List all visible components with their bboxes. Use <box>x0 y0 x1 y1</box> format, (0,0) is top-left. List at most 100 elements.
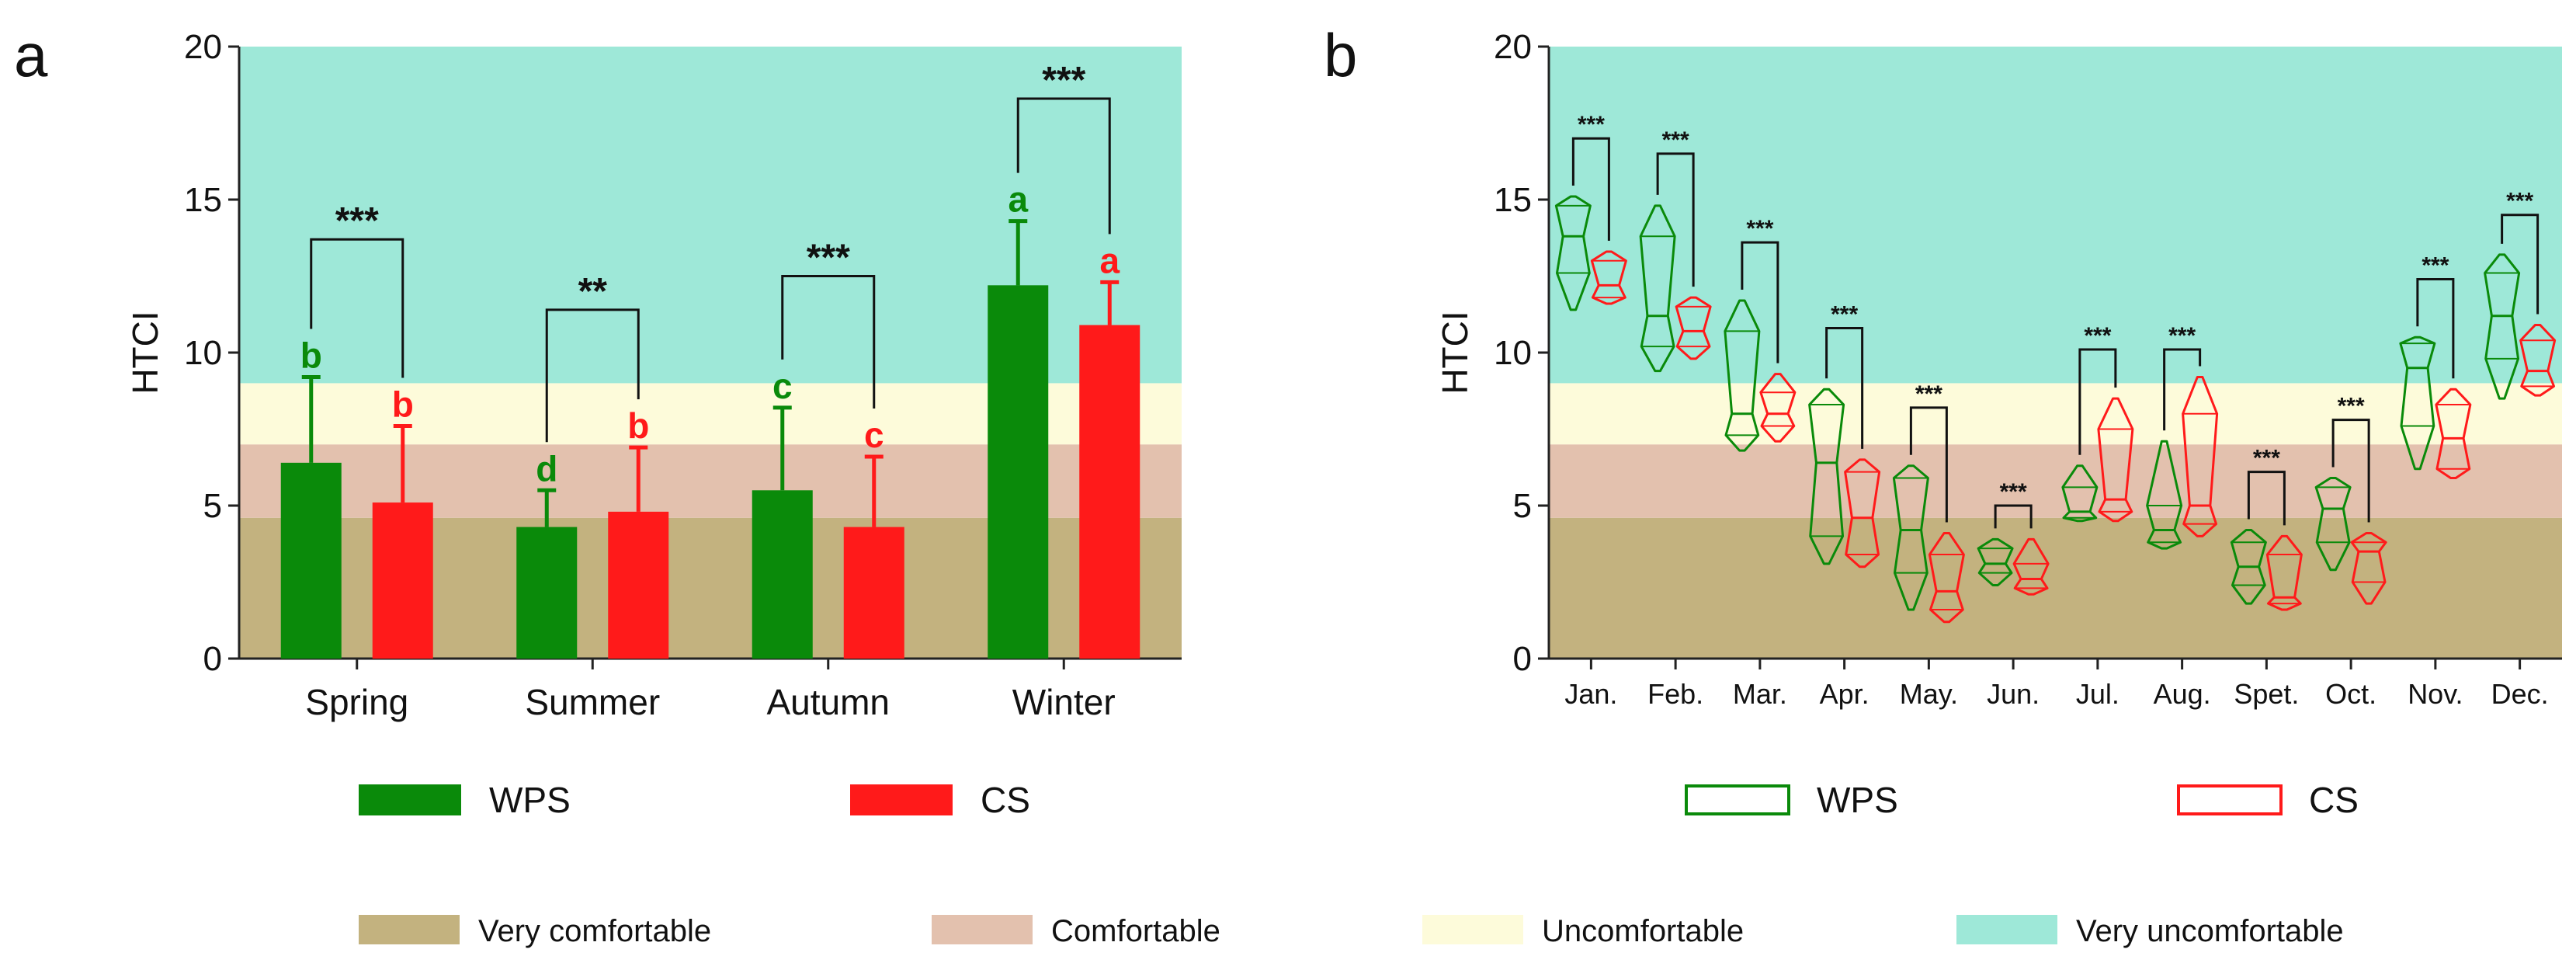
significance-stars: *** <box>1915 381 1942 407</box>
violin-cs <box>2350 531 2387 605</box>
violin-wps <box>2061 464 2099 523</box>
legend-label: WPS <box>1817 780 1898 820</box>
significance-stars: *** <box>1662 127 1689 153</box>
legend-label: WPS <box>489 780 571 820</box>
group-letter: a <box>1008 179 1028 220</box>
y-tick-label: 10 <box>184 334 222 372</box>
bar-wps <box>516 527 578 659</box>
y-axis-label: HTCI <box>125 311 165 394</box>
significance-stars: *** <box>2422 252 2449 278</box>
comfort-swatch-4 <box>1956 915 2057 944</box>
legend-label: CS <box>981 780 1030 820</box>
comfort-legend: Very comfortable Comfortable Uncomfortable… <box>359 914 2344 948</box>
x-tick-label: May. <box>1900 678 1958 710</box>
group-letter: b <box>627 405 649 446</box>
significance-bracket <box>2247 471 2286 526</box>
x-tick-label: Winter <box>1012 682 1116 722</box>
significance-stars: *** <box>2084 323 2111 349</box>
group-letter: c <box>772 366 793 406</box>
group-letter: d <box>536 448 557 488</box>
comfort-label: Very comfortable <box>478 914 711 948</box>
violin-cs <box>1844 458 1881 568</box>
legend-swatch-cs <box>850 784 953 815</box>
x-tick-label: Oct. <box>2325 678 2376 710</box>
significance-stars: *** <box>2338 394 2365 419</box>
comfort-swatch-1 <box>359 915 460 944</box>
legend-label: CS <box>2309 780 2359 820</box>
legend-swatch-wps <box>359 784 461 815</box>
significance-stars: *** <box>1042 60 1085 101</box>
x-tick-label: Mar. <box>1733 678 1787 710</box>
violin-cs <box>1675 296 1712 360</box>
y-tick-label: 20 <box>1494 28 1532 66</box>
x-tick-label: Spring <box>305 682 408 722</box>
y-tick-label: 15 <box>1494 181 1532 219</box>
comfort-swatch-3 <box>1422 915 1523 944</box>
y-tick-label: 20 <box>184 28 222 66</box>
violin-wps <box>1892 464 1929 611</box>
significance-bracket <box>310 238 404 378</box>
x-tick-label: Jun. <box>1987 678 2040 710</box>
significance-bracket <box>1741 241 1779 363</box>
significance-bracket <box>1994 504 2033 529</box>
panel-a-series-legend: WPS CS <box>359 780 1030 820</box>
significance-bracket <box>545 308 640 443</box>
significance-stars: *** <box>2506 189 2533 214</box>
significance-bracket <box>781 275 876 409</box>
violin-cs <box>1590 250 1627 305</box>
significance-stars: *** <box>807 238 850 279</box>
violin-wps <box>1554 195 1592 311</box>
y-tick-label: 15 <box>184 181 222 219</box>
violin-cs <box>2265 534 2303 611</box>
significance-bracket <box>1656 152 1695 287</box>
comfort-band-2 <box>1549 444 2562 518</box>
significance-stars: *** <box>2253 446 2280 471</box>
bar-cs <box>1079 325 1140 659</box>
violin-cs <box>2012 537 2050 596</box>
x-tick-label: Aug. <box>2154 678 2211 710</box>
x-tick-label: Apr. <box>1820 678 1870 710</box>
violin-wps <box>2484 253 2521 400</box>
significance-stars: *** <box>335 200 379 242</box>
violin-cs <box>2519 324 2557 397</box>
significance-bracket <box>1909 406 1948 523</box>
bar-cs <box>608 511 669 659</box>
violin-cs <box>2435 388 2472 480</box>
significance-bracket <box>2078 348 2117 455</box>
violin-wps <box>1639 204 1676 373</box>
comfort-label: Uncomfortable <box>1542 914 1744 948</box>
comfort-band-4 <box>1549 47 2562 384</box>
violin-cs <box>1928 531 1965 624</box>
x-tick-label: Feb. <box>1647 678 1703 710</box>
comfort-band-3 <box>1549 383 2562 445</box>
x-tick-label: Spet. <box>2234 678 2299 710</box>
x-tick-label: Summer <box>525 682 660 722</box>
group-letter: c <box>864 415 884 455</box>
y-tick-label: 5 <box>203 487 222 525</box>
panel-label: a <box>14 21 48 89</box>
significance-bracket <box>2331 419 2370 523</box>
significance-stars: *** <box>1578 112 1605 137</box>
significance-bracket <box>2416 277 2455 379</box>
y-tick-label: 10 <box>1494 334 1532 372</box>
violin-wps <box>1724 299 1761 452</box>
y-tick-label: 0 <box>203 640 222 678</box>
violin-wps <box>2230 529 2267 605</box>
violin-cs <box>2182 376 2219 537</box>
comfort-label: Very uncomfortable <box>2076 914 2344 948</box>
x-tick-label: Jul. <box>2076 678 2119 710</box>
significance-stars: *** <box>1746 216 1773 242</box>
bar-cs <box>843 527 904 659</box>
significance-stars: ** <box>578 271 608 312</box>
group-letter: a <box>1099 240 1120 280</box>
significance-bracket <box>1016 97 1111 235</box>
violin-wps <box>2314 477 2352 572</box>
legend-swatch-wps <box>1685 784 1790 815</box>
significance-stars: *** <box>2000 479 2027 505</box>
y-tick-label: 0 <box>1513 640 1532 678</box>
x-tick-label: Jan. <box>1564 678 1617 710</box>
significance-stars: *** <box>2168 323 2196 349</box>
significance-stars: *** <box>1831 301 1858 327</box>
comfort-band-1 <box>1549 517 2562 659</box>
